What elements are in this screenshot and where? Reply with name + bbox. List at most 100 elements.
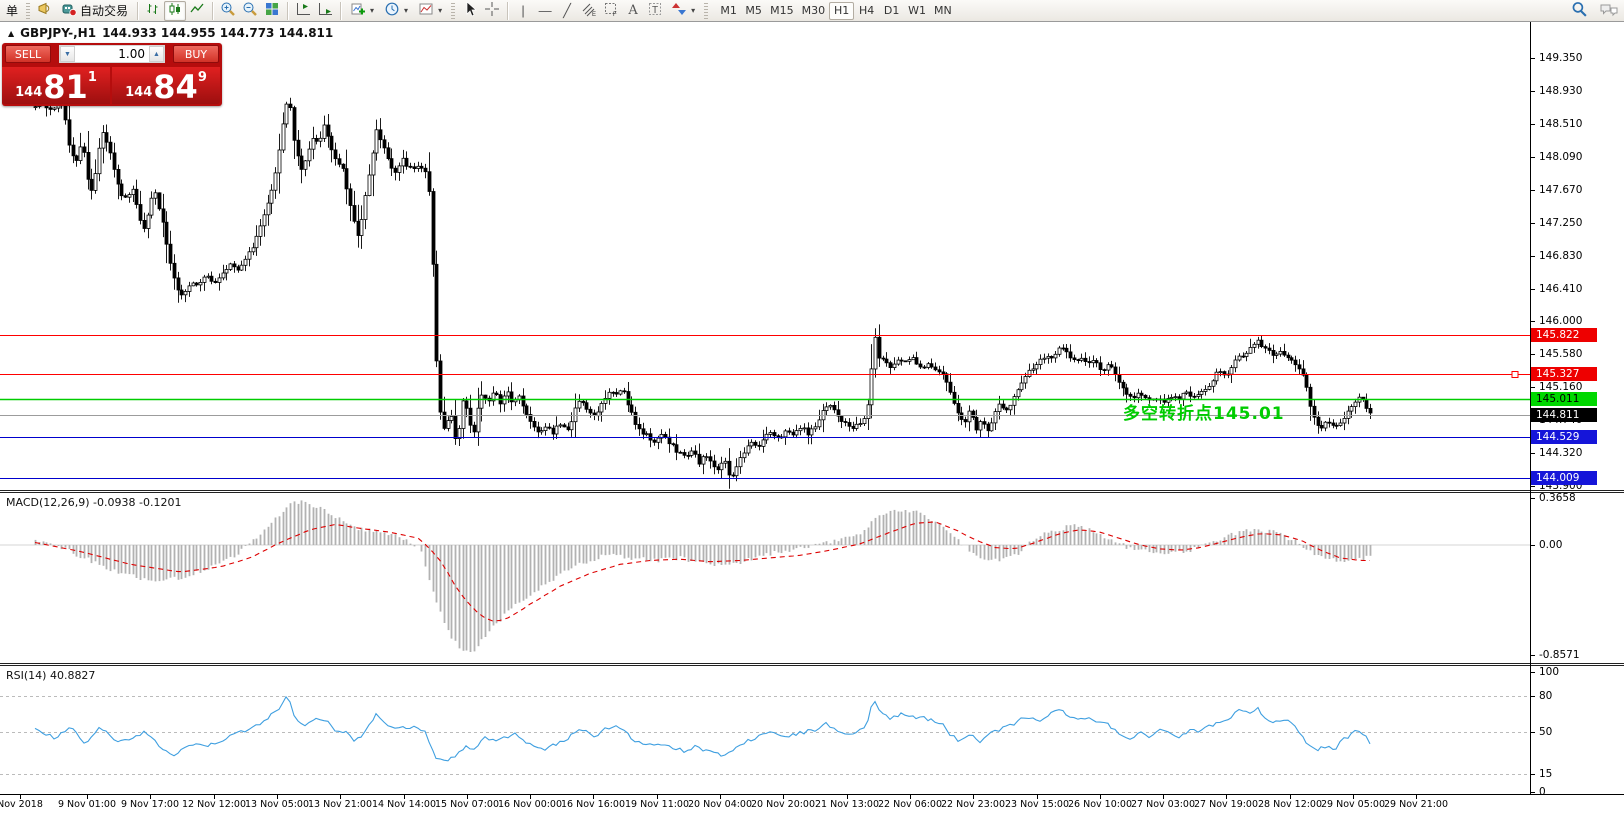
sell-price-display[interactable]: 144 81 1 bbox=[2, 67, 110, 104]
zoom-in-icon bbox=[220, 1, 236, 20]
collapse-icon[interactable]: ▲ bbox=[8, 28, 15, 38]
time-tick-label: 26 Nov 10:00 bbox=[1067, 799, 1133, 810]
time-tick-label: 15 Nov 07:00 bbox=[434, 799, 500, 810]
fibonacci-icon: F bbox=[603, 1, 619, 20]
autotrading-button[interactable]: 自动交易 bbox=[56, 1, 133, 21]
rsi-canvas[interactable] bbox=[0, 666, 1530, 794]
time-scale-border bbox=[0, 794, 1624, 795]
chart-shift-button[interactable] bbox=[292, 1, 314, 21]
channel-button[interactable]: E bbox=[578, 1, 600, 21]
timeframe-h1[interactable]: H1 bbox=[829, 1, 855, 20]
arrows-icon bbox=[671, 1, 687, 20]
toolbar-grip[interactable] bbox=[704, 2, 709, 19]
toolbar-grip[interactable] bbox=[451, 2, 456, 19]
chevron-down-icon: ▾ bbox=[404, 6, 409, 15]
line-chart-button[interactable] bbox=[186, 1, 208, 21]
macd-canvas[interactable] bbox=[0, 493, 1530, 663]
text-label-button[interactable]: T bbox=[644, 1, 666, 21]
chart-shift-icon bbox=[295, 1, 311, 20]
candlestick-button[interactable] bbox=[164, 0, 187, 21]
trendline-button[interactable]: ╱ bbox=[556, 1, 578, 21]
timeframe-m15[interactable]: M15 bbox=[766, 2, 798, 20]
time-tick-label: 21 Nov 13:00 bbox=[814, 799, 880, 810]
timeframe-h4[interactable]: H4 bbox=[854, 2, 879, 20]
sell-button[interactable]: SELL bbox=[5, 45, 51, 63]
buy-price-pip: 9 bbox=[197, 70, 207, 85]
scale-tick-mark bbox=[1531, 774, 1535, 775]
cursor-button[interactable] bbox=[459, 1, 481, 21]
scale-tick-mark bbox=[1531, 792, 1535, 793]
sell-price-big: 81 bbox=[43, 68, 88, 106]
macd-label: MACD(12,26,9) -0.0938 -0.1201 bbox=[6, 496, 182, 509]
time-tick-mark bbox=[1353, 795, 1354, 799]
text-button[interactable]: A bbox=[622, 1, 644, 21]
timeframe-w1[interactable]: W1 bbox=[904, 2, 930, 20]
scale-tick-mark bbox=[1531, 190, 1535, 191]
timeframe-m1[interactable]: M1 bbox=[716, 2, 741, 20]
timeframe-d1[interactable]: D1 bbox=[879, 2, 904, 20]
time-tick-mark bbox=[214, 795, 215, 799]
volume-decrease-button[interactable]: ▼ bbox=[60, 46, 75, 62]
time-tick-label: 28 Nov 12:00 bbox=[1257, 799, 1323, 810]
horizontal-line-button[interactable]: — bbox=[534, 1, 556, 21]
auto-scroll-icon bbox=[317, 1, 333, 20]
chevron-down-icon: ▾ bbox=[438, 6, 443, 15]
scale-tick-mark bbox=[1531, 486, 1535, 487]
scale-tick-label: 0.3658 bbox=[1539, 492, 1576, 504]
timeframe-m30[interactable]: M30 bbox=[798, 2, 830, 20]
fibonacci-button[interactable]: F bbox=[600, 1, 622, 21]
annotation-text[interactable]: 多空转折点145.01 bbox=[1123, 404, 1285, 424]
scale-tick-mark bbox=[1531, 387, 1535, 388]
volume-increase-button[interactable]: ▲ bbox=[149, 46, 164, 62]
cursor-icon bbox=[462, 1, 478, 20]
sell-price-prefix: 144 bbox=[15, 85, 43, 100]
buy-button[interactable]: BUY bbox=[173, 45, 219, 63]
zoom-out-button[interactable] bbox=[239, 1, 261, 21]
volume-input[interactable]: 1.00 bbox=[118, 47, 145, 61]
time-tick-mark bbox=[530, 795, 531, 799]
vertical-line-button[interactable]: | bbox=[512, 1, 534, 21]
tile-windows-button[interactable] bbox=[261, 1, 283, 21]
time-tick-mark bbox=[1100, 795, 1101, 799]
scale-tick-label: -0.8571 bbox=[1539, 649, 1580, 661]
autotrading-icon bbox=[61, 1, 77, 20]
time-tick-label: 27 Nov 03:00 bbox=[1130, 799, 1196, 810]
pane-separator[interactable] bbox=[0, 490, 1624, 493]
time-tick-label: 23 Nov 15:00 bbox=[1004, 799, 1070, 810]
time-tick-mark bbox=[87, 795, 88, 799]
scale-tick-label: 146.000 bbox=[1539, 315, 1583, 327]
scale-tick-mark bbox=[1531, 321, 1535, 322]
time-tick-mark bbox=[277, 795, 278, 799]
bar-chart-button[interactable] bbox=[142, 1, 164, 21]
buy-price-display[interactable]: 144 84 9 bbox=[112, 67, 220, 104]
new-chart-button[interactable]: ▾ bbox=[345, 1, 379, 21]
scale-tick-label: 144.320 bbox=[1539, 447, 1583, 459]
scale-tick-mark bbox=[1531, 354, 1535, 355]
search-icon bbox=[1571, 1, 1588, 21]
menu-fragment[interactable]: 单 bbox=[6, 4, 19, 18]
periods-button[interactable]: ▾ bbox=[379, 1, 413, 21]
timeframe-m5[interactable]: M5 bbox=[741, 2, 766, 20]
templates-button[interactable]: ▾ bbox=[413, 1, 447, 21]
time-tick-mark bbox=[1226, 795, 1227, 799]
time-tick-mark bbox=[1163, 795, 1164, 799]
search-button[interactable] bbox=[1568, 1, 1590, 21]
time-tick-label: Nov 2018 bbox=[0, 799, 43, 810]
channel-icon: E bbox=[581, 1, 597, 20]
top-toolbar: 单 自动交易 bbox=[0, 0, 1624, 22]
new-order-button[interactable] bbox=[34, 1, 56, 21]
main-chart-canvas[interactable] bbox=[0, 22, 1530, 490]
time-tick-mark bbox=[404, 795, 405, 799]
arrows-button[interactable]: ▾ bbox=[666, 1, 700, 21]
time-tick-mark bbox=[1290, 795, 1291, 799]
scale-tick-mark bbox=[1531, 124, 1535, 125]
zoom-in-button[interactable] bbox=[217, 1, 239, 21]
toolbar-grip[interactable] bbox=[26, 2, 31, 19]
pane-separator[interactable] bbox=[0, 663, 1624, 666]
crosshair-button[interactable] bbox=[481, 1, 503, 21]
chat-button[interactable] bbox=[1598, 1, 1620, 21]
timeframe-mn[interactable]: MN bbox=[930, 2, 956, 20]
auto-scroll-button[interactable] bbox=[314, 1, 336, 21]
scale-tick-label: 148.930 bbox=[1539, 85, 1583, 97]
